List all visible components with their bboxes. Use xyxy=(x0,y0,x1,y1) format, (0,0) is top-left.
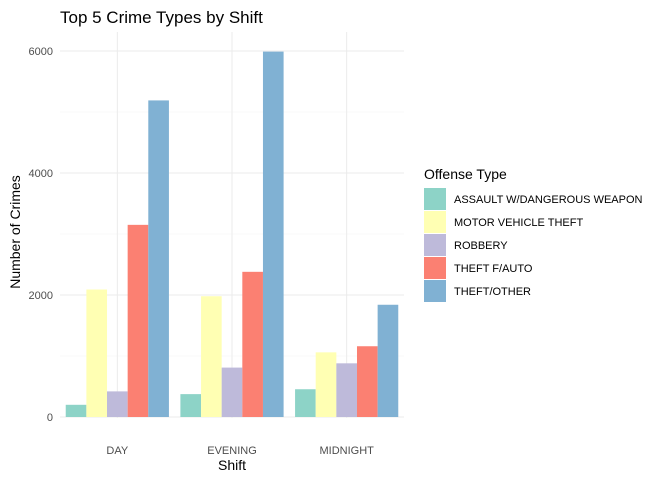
legend-items: ASSAULT W/DANGEROUS WEAPON MOTOR VEHICLE … xyxy=(424,188,643,302)
x-axis-title: Shift xyxy=(218,457,246,473)
bar xyxy=(65,404,87,417)
legend-swatch xyxy=(424,280,446,302)
bar xyxy=(86,289,108,417)
legend-swatch xyxy=(424,188,446,210)
y-tick-label: 0 xyxy=(47,412,53,424)
legend-label: THEFT F/AUTO xyxy=(454,263,533,275)
legend: Offense Type ASSAULT W/DANGEROUS WEAPON M… xyxy=(424,166,643,302)
bar xyxy=(315,352,337,417)
legend-swatch xyxy=(424,211,446,233)
bar xyxy=(262,51,284,418)
x-tick-label: EVENING xyxy=(207,445,257,457)
plot-grid xyxy=(60,32,404,418)
bar xyxy=(107,391,128,417)
bar xyxy=(242,271,263,417)
bar xyxy=(356,346,378,417)
x-tick-label: DAY xyxy=(106,445,128,457)
bar xyxy=(180,394,202,417)
y-axis-title: Number of Crimes xyxy=(7,175,23,289)
bar xyxy=(221,367,243,417)
legend-label: MOTOR VEHICLE THEFT xyxy=(454,217,583,229)
bar xyxy=(201,296,222,417)
bar xyxy=(377,304,399,417)
legend-label: THEFT/OTHER xyxy=(454,286,531,298)
legend-label: ROBBERY xyxy=(454,240,508,252)
bar xyxy=(127,224,149,417)
bar xyxy=(148,100,169,417)
bar xyxy=(336,363,357,417)
x-tick-label: MIDNIGHT xyxy=(319,445,374,457)
legend-swatch xyxy=(424,257,446,279)
bars xyxy=(65,51,399,418)
x-axis-ticks: DAY EVENING MIDNIGHT xyxy=(106,445,374,457)
legend-title: Offense Type xyxy=(424,166,507,182)
legend-swatch xyxy=(424,234,446,256)
bar xyxy=(295,389,316,417)
y-tick-label: 6000 xyxy=(29,46,53,58)
legend-label: ASSAULT W/DANGEROUS WEAPON xyxy=(454,194,643,206)
y-tick-label: 2000 xyxy=(29,290,53,302)
chart-title: Top 5 Crime Types by Shift xyxy=(60,8,263,27)
y-tick-label: 4000 xyxy=(29,168,53,180)
y-axis-ticks: 0 2000 4000 6000 xyxy=(29,46,53,424)
